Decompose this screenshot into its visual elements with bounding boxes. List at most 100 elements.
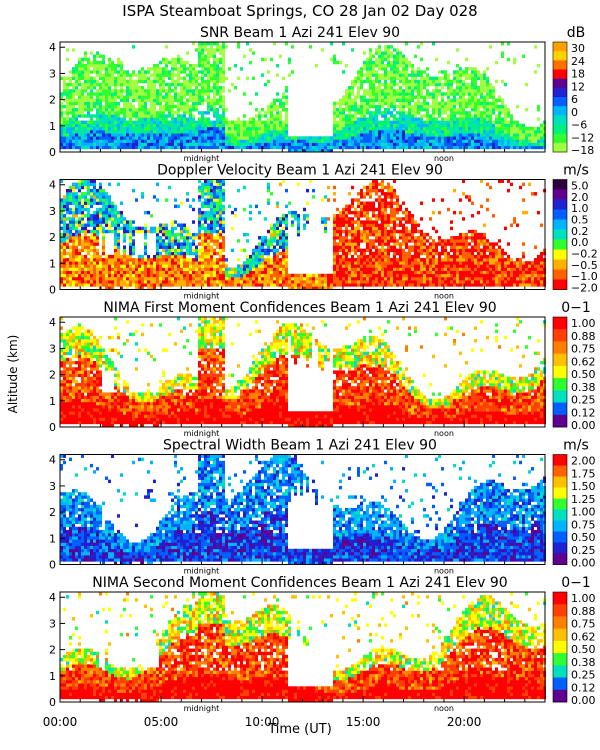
heatmap-cell: [387, 139, 390, 143]
heatmap-cell: [162, 229, 165, 234]
heatmap-cell: [201, 54, 204, 59]
heatmap-cell: [96, 248, 99, 253]
heatmap-cell: [213, 133, 216, 137]
heatmap-cell: [381, 111, 384, 115]
heatmap-cell: [282, 130, 285, 134]
heatmap-cell: [237, 133, 240, 137]
heatmap-cell: [441, 86, 444, 90]
heatmap-cell: [186, 117, 189, 121]
heatmap-cell: [159, 223, 162, 227]
heatmap-cell: [78, 276, 81, 281]
heatmap-cell: [72, 245, 75, 249]
heatmap-cell: [168, 229, 171, 234]
heatmap-cell: [192, 251, 195, 256]
heatmap-cell: [75, 64, 78, 68]
heatmap-cell: [87, 67, 90, 71]
heatmap-cell: [135, 89, 138, 93]
heatmap-cell: [165, 114, 168, 118]
heatmap-cell: [498, 95, 501, 99]
heatmap-cell: [219, 242, 222, 246]
heatmap-cell: [459, 89, 462, 93]
heatmap-cell: [417, 145, 420, 150]
heatmap-cell: [189, 142, 192, 147]
heatmap-cell: [306, 283, 309, 287]
heatmap-cell: [225, 130, 228, 134]
heatmap-cell: [204, 261, 207, 265]
heatmap-cell: [231, 123, 234, 128]
heatmap-cell: [219, 261, 222, 265]
heatmap-cell: [246, 283, 249, 287]
heatmap-cell: [420, 73, 423, 77]
heatmap-cell: [96, 232, 99, 237]
heatmap-cell: [114, 101, 117, 106]
heatmap-cell: [225, 117, 228, 121]
heatmap-cell: [132, 226, 135, 231]
heatmap-cell: [156, 70, 159, 74]
heatmap-cell: [513, 120, 516, 125]
heatmap-cell: [108, 280, 111, 284]
heatmap-cell: [165, 108, 168, 112]
heatmap-cell: [66, 192, 69, 196]
heatmap-cell: [381, 82, 384, 87]
heatmap-cell: [183, 64, 186, 68]
heatmap-cell: [408, 120, 411, 125]
heatmap-cell: [192, 248, 195, 253]
heatmap-cell: [90, 261, 93, 265]
heatmap-cell: [84, 201, 87, 205]
heatmap-cell: [471, 104, 474, 109]
heatmap-cell: [264, 217, 267, 221]
heatmap-cell: [78, 185, 81, 190]
heatmap-cell: [114, 264, 117, 268]
heatmap-cell: [459, 79, 462, 84]
heatmap-cell: [198, 195, 201, 199]
heatmap-cell: [258, 236, 261, 240]
heatmap-cell: [105, 111, 108, 115]
heatmap-cell: [180, 114, 183, 118]
heatmap-cell: [225, 142, 228, 147]
heatmap-cell: [171, 98, 174, 103]
heatmap-cell: [147, 95, 150, 99]
heatmap-cell: [96, 126, 99, 131]
heatmap-cell: [138, 145, 141, 150]
heatmap-cell: [141, 226, 144, 231]
heatmap-cell: [99, 76, 102, 81]
heatmap-cell: [375, 126, 378, 131]
heatmap-cell: [252, 130, 255, 134]
heatmap-cell: [138, 276, 141, 281]
heatmap-cell: [117, 220, 120, 224]
heatmap-cell: [66, 139, 69, 143]
heatmap-cell: [81, 267, 84, 271]
heatmap-cell: [66, 130, 69, 134]
heatmap-cell: [66, 261, 69, 265]
heatmap-cell: [483, 89, 486, 93]
heatmap-cell: [306, 220, 309, 224]
heatmap-cell: [168, 270, 171, 275]
heatmap-cell: [72, 198, 75, 202]
heatmap-cell: [84, 114, 87, 118]
heatmap-cell: [234, 120, 237, 125]
heatmap-cell: [270, 258, 273, 262]
heatmap-cell: [405, 98, 408, 103]
heatmap-cell: [207, 248, 210, 253]
heatmap-cell: [93, 248, 96, 253]
heatmap-cell: [84, 232, 87, 237]
heatmap-cell: [432, 95, 435, 99]
heatmap-cell: [159, 145, 162, 150]
heatmap-cell: [267, 270, 270, 275]
heatmap-cell: [528, 142, 531, 147]
heatmap-cell: [216, 179, 219, 183]
heatmap-cell: [81, 139, 84, 143]
heatmap-cell: [465, 133, 468, 137]
heatmap-cell: [393, 133, 396, 137]
heatmap-cell: [102, 258, 105, 262]
heatmap-cell: [69, 104, 72, 109]
heatmap-cell: [210, 220, 213, 224]
heatmap-cell: [402, 120, 405, 125]
heatmap-cell: [159, 142, 162, 147]
heatmap-cell: [105, 204, 108, 209]
heatmap-cell: [273, 101, 276, 106]
heatmap-cell: [111, 76, 114, 81]
heatmap-cell: [456, 142, 459, 147]
heatmap-cell: [363, 73, 366, 77]
heatmap-cell: [117, 126, 120, 131]
